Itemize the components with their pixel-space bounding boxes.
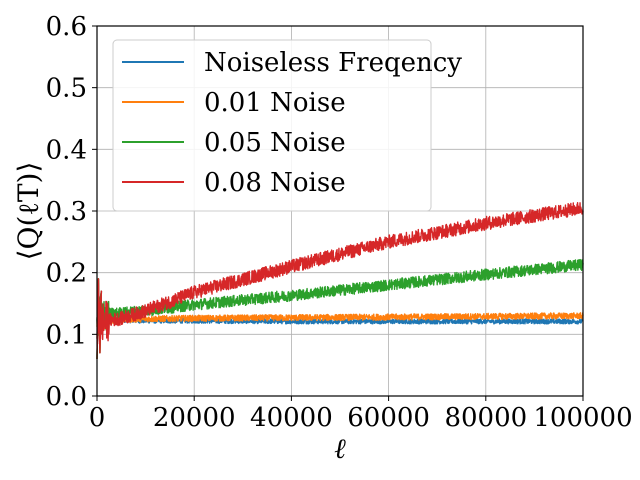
legend: Noiseless Freqency 0.01 Noise 0.05 Noise 0.…: [112, 39, 462, 212]
x-tick-label: 0: [89, 403, 106, 433]
legend-label: 0.01 Noise: [204, 88, 346, 118]
y-tick-label: 0.2: [46, 259, 87, 289]
series-line: [96, 258, 584, 360]
y-tick-label: 0.0: [46, 382, 87, 412]
x-tick-label: 40000: [250, 403, 333, 433]
x-tick-label: 20000: [153, 403, 236, 433]
series-line: [96, 201, 584, 360]
x-axis-label: ℓ: [334, 432, 346, 465]
legend-label: 0.05 Noise: [204, 128, 346, 158]
y-tick-label: 0.5: [46, 74, 87, 104]
y-tick-label: 0.6: [46, 12, 87, 42]
legend-box: [112, 39, 432, 212]
x-tick-label: 100000: [533, 403, 632, 433]
y-axis-label: ⟨Q(ℓT)⟩: [12, 162, 45, 261]
series-layer: [96, 201, 584, 360]
y-tick-label: 0.1: [46, 320, 87, 350]
y-tick-label: 0.3: [46, 197, 87, 227]
series-line: [96, 278, 584, 360]
ticks: 0 20000 40000 60000 80000 100000 0.0 0.1 0.2 0.3 0…: [46, 12, 633, 433]
y-tick-label: 0.4: [46, 135, 87, 165]
legend-label: Noiseless Freqency: [204, 48, 462, 78]
legend-label: 0.08 Noise: [204, 168, 346, 198]
x-tick-label: 60000: [347, 403, 430, 433]
x-tick-label: 80000: [444, 403, 527, 433]
